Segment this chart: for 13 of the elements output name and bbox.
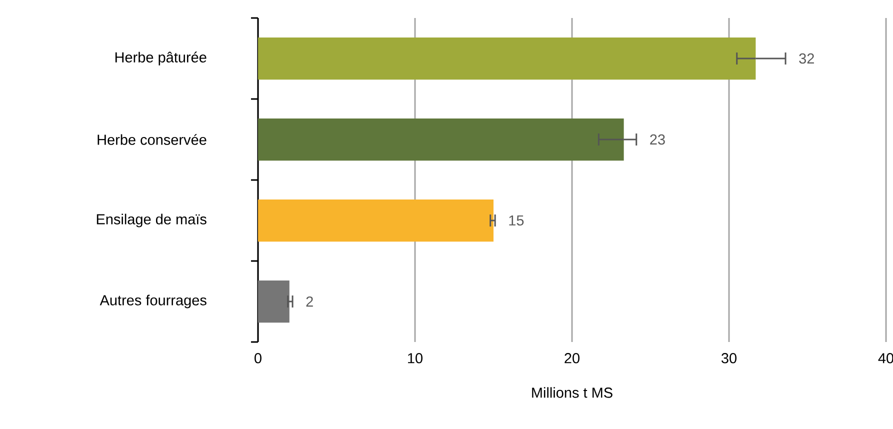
data-label: 32 <box>799 53 814 64</box>
y-tick-label: Herbe pâturée <box>115 52 206 66</box>
data-label: 23 <box>650 134 665 145</box>
y-tick-label: Herbe conservée <box>98 134 206 145</box>
x-tick-label: 0 <box>254 353 262 364</box>
y-tick-label: Autres fourrages <box>100 294 206 308</box>
data-label: 2 <box>306 296 313 307</box>
y-tick-label: Ensilage de maïs <box>96 214 206 228</box>
x-axis-title: Millions t MS <box>532 387 612 398</box>
x-tick-label: 30 <box>721 353 737 364</box>
x-tick-label: 20 <box>564 353 580 364</box>
x-tick-label: 10 <box>408 353 423 364</box>
data-label: 15 <box>509 215 524 226</box>
